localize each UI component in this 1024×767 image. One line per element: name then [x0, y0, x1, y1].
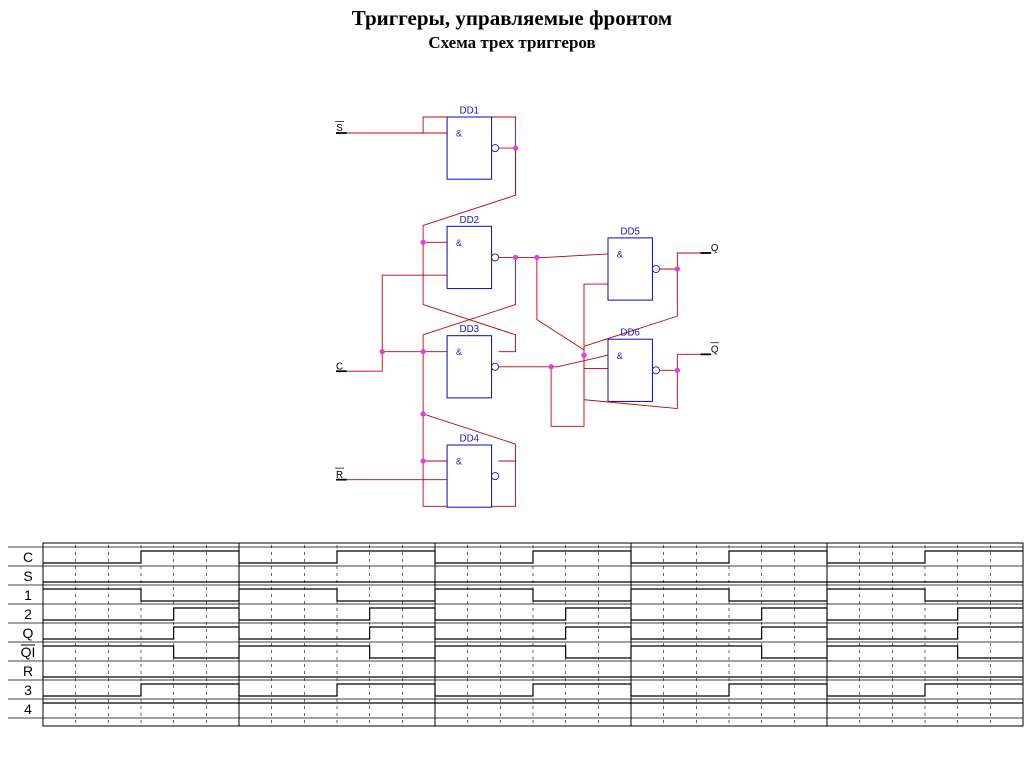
- svg-text:&: &: [456, 347, 462, 357]
- main-title: Триггеры, управляемые фронтом: [0, 6, 1024, 31]
- svg-text:R: R: [23, 663, 33, 679]
- svg-text:S: S: [23, 568, 32, 584]
- sub-title: Схема трех триггеров: [0, 33, 1024, 53]
- svg-text:Q: Q: [711, 243, 719, 254]
- svg-text:3: 3: [24, 682, 32, 698]
- svg-text:&: &: [456, 238, 462, 248]
- svg-text:C: C: [336, 361, 343, 372]
- svg-text:&: &: [456, 457, 462, 467]
- svg-text:DD3: DD3: [460, 324, 480, 335]
- svg-text:1: 1: [24, 587, 32, 603]
- svg-text:DD2: DD2: [460, 215, 480, 226]
- svg-text:4: 4: [24, 701, 32, 717]
- svg-text:DD5: DD5: [620, 226, 640, 237]
- svg-text:2: 2: [24, 606, 32, 622]
- svg-text:Q: Q: [23, 625, 34, 641]
- svg-text:DD4: DD4: [460, 433, 480, 444]
- svg-text:DD6: DD6: [620, 328, 640, 339]
- svg-text:S: S: [336, 123, 343, 134]
- svg-text:R: R: [336, 470, 343, 481]
- svg-text:&: &: [617, 351, 623, 361]
- schematic-diagram: DD1 & DD2 & DD3 & DD4 & DD5 & DD6 & S C R Q Q: [0, 53, 1024, 533]
- svg-text:DD1: DD1: [460, 105, 480, 116]
- svg-text:&: &: [617, 249, 623, 259]
- svg-text:Q: Q: [711, 345, 719, 356]
- timing-diagram: CS 1 2 Q QI R 3 4: [0, 533, 1024, 740]
- svg-text:QI: QI: [21, 644, 36, 660]
- svg-text:C: C: [23, 549, 33, 565]
- svg-text:&: &: [456, 129, 462, 139]
